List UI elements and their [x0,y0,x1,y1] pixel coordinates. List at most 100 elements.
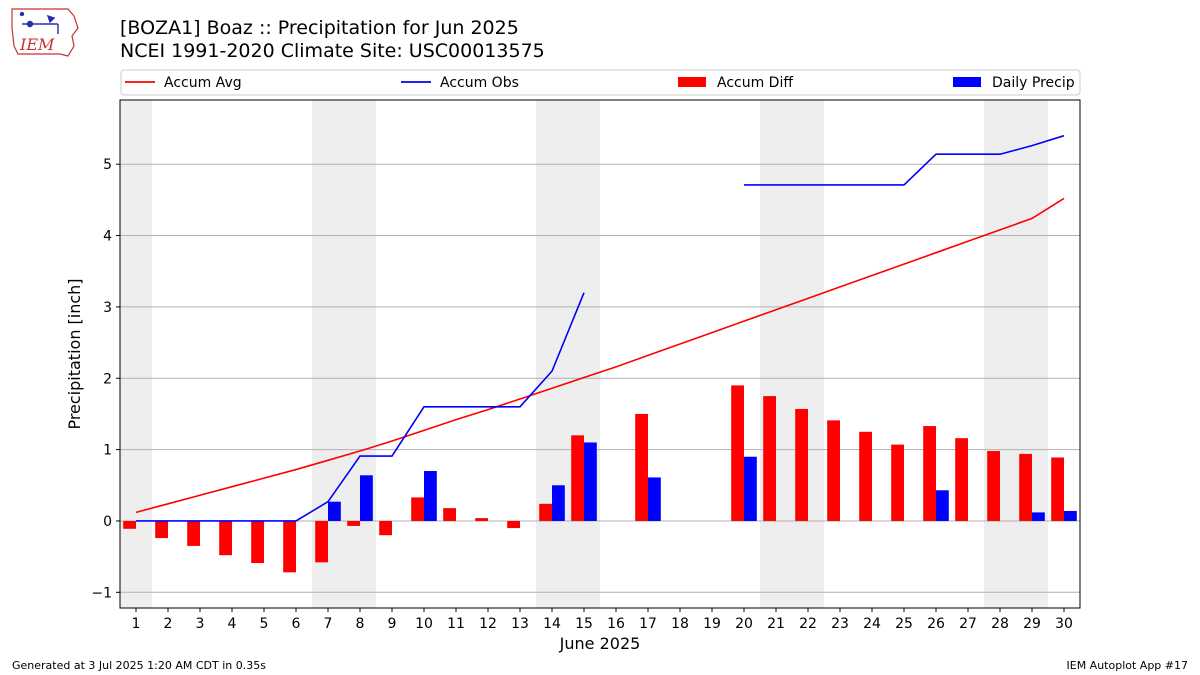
legend-swatch-bar [953,77,981,87]
iowa-outline-icon [11,8,79,57]
accum-avg-line [135,197,1065,514]
daily-precip-bar [360,475,373,521]
accum-diff-bar [539,503,552,521]
x-tick-label: 27 [959,616,977,632]
accum-diff-bar [1019,453,1032,521]
weekend-band [536,100,568,608]
accum-diff-bar [731,385,744,521]
daily-precip-bar [648,477,661,521]
accum-diff-bar [507,520,520,529]
x-tick-label: 7 [324,616,333,632]
x-tick-label: 28 [991,616,1009,632]
x-tick-label: 16 [607,616,625,632]
iem-logo: IEM [11,8,79,57]
accum-diff-bar [347,520,360,526]
daily-precip-bar [584,442,597,521]
weekend-band [1016,100,1048,608]
weekend-band [760,100,792,608]
daily-precip-bar [1032,512,1045,521]
daily-precip-bar [552,485,565,521]
accum-diff-bar [827,420,840,521]
accum-obs-line [744,134,1065,186]
y-tick-label: 3 [103,300,112,316]
x-tick-label: 1 [132,616,141,632]
accum-diff-bar [571,435,584,521]
x-tick-label: 18 [671,616,689,632]
x-tick-label: 17 [639,616,657,632]
x-tick-label: 13 [511,616,529,632]
x-tick-label: 4 [228,616,237,632]
accum-diff-bar [763,396,776,521]
x-tick-label: 6 [292,616,301,632]
chart-title: [BOZA1] Boaz :: Precipitation for Jun 20… [120,17,519,39]
x-tick-label: 30 [1055,616,1073,632]
footer-app-id: IEM Autoplot App #17 [1066,659,1189,672]
daily-precip-bar [744,456,757,521]
accum-diff-bar [987,451,1000,521]
x-tick-label: 21 [767,616,785,632]
y-tick-label: −1 [91,585,112,601]
legend-label: Accum Obs [440,75,519,91]
x-tick-label: 3 [196,616,205,632]
accum-diff-bar [859,431,872,521]
accum-diff-bar [1051,457,1064,521]
weekend-band [984,100,1016,608]
accum-diff-bar [379,520,392,536]
x-axis-label: June 2025 [559,634,641,653]
x-tick-label: 11 [447,616,465,632]
x-tick-label: 15 [575,616,593,632]
accum-diff-bar [923,426,936,521]
y-tick-label: 5 [103,157,112,173]
weather-station-icon [19,11,59,34]
x-tick-label: 23 [831,616,849,632]
chart-legend: Accum Avg Accum Obs Accum Diff Daily Precip [120,69,1081,96]
y-axis-label: Precipitation [inch] [65,278,84,429]
legend-box [120,69,1081,96]
legend-label: Accum Avg [164,75,242,91]
accum-diff-bar [187,520,200,546]
accum-diff-bar [251,520,264,564]
x-tick-label: 29 [1023,616,1041,632]
legend-swatch-bar [678,77,706,87]
x-tick-label: 26 [927,616,945,632]
x-tick-label: 2 [164,616,173,632]
logo-text: IEM [19,35,55,54]
accum-diff-bar [475,518,488,521]
x-tick-label: 5 [260,616,269,632]
y-tick-label: 4 [103,229,112,245]
accum-diff-bar [315,520,328,563]
accum-diff-bar [219,520,232,556]
y-tick-label: 1 [103,443,112,459]
x-tick-label: 8 [356,616,365,632]
x-tick-label: 24 [863,616,881,632]
accum-diff-bar [155,520,168,539]
weekend-band [344,100,376,608]
accum-diff-bar [283,520,296,573]
x-tick-label: 25 [895,616,913,632]
x-tick-label: 20 [735,616,753,632]
x-tick-label: 9 [388,616,397,632]
weekend-band [792,100,824,608]
accum-obs-line [136,292,585,522]
accum-diff-bar [635,413,648,521]
weekend-band [120,100,152,608]
daily-precip-bar [1064,510,1077,521]
x-tick-label: 12 [479,616,497,632]
weekend-band [312,100,344,608]
accum-diff-bar [411,497,424,521]
footer-generated-note: Generated at 3 Jul 2025 1:20 AM CDT in 0… [12,659,266,672]
x-tick-label: 10 [415,616,433,632]
y-tick-label: 0 [103,514,112,530]
legend-label: Accum Diff [717,75,793,91]
accum-diff-bar [891,444,904,521]
daily-precip-bar [936,490,949,521]
accum-diff-bar [443,508,456,521]
x-tick-label: 22 [799,616,817,632]
daily-precip-bar [424,471,437,521]
plot-frame [119,99,1081,609]
accum-diff-bar [955,438,968,521]
chart-subtitle: NCEI 1991-2020 Climate Site: USC00013575 [120,40,545,62]
x-tick-label: 19 [703,616,721,632]
